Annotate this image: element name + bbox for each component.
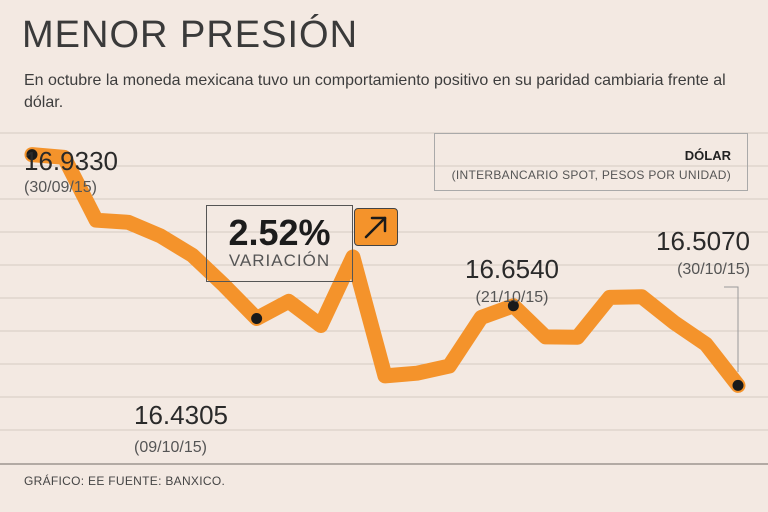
data-point: [608, 295, 612, 299]
variation-value: 2.52%: [228, 212, 331, 253]
arrow-up-right-icon: [354, 208, 398, 246]
data-point: [576, 335, 580, 339]
footer-credit: GRÁFICO: EE FUENTE: BANXICO.: [24, 474, 226, 488]
data-point: [126, 220, 130, 224]
annotation-date: (21/10/15): [476, 289, 549, 306]
annotation-value: 16.9330: [24, 146, 118, 176]
data-point: [383, 374, 387, 378]
data-point: [94, 218, 98, 222]
series-layer: [24, 147, 746, 393]
annotation-marker: [251, 312, 263, 324]
data-point: [287, 299, 291, 303]
annotation-marker: [26, 149, 38, 161]
annotation-layer: 16.9330 (30/09/15) 16.4305 (09/10/15) 16.654…: [24, 146, 750, 456]
annotation-value: 16.4305: [134, 400, 228, 430]
data-point: [319, 324, 323, 328]
series-line-dolar: [24, 147, 746, 393]
data-point: [672, 320, 676, 324]
chart-title: MENOR PRESIÓN: [22, 14, 359, 56]
data-point: [223, 284, 227, 288]
data-point: [190, 253, 194, 257]
chart-subtitle: En octubre la moneda mexicana tuvo un co…: [24, 72, 726, 111]
data-point: [158, 234, 162, 238]
data-point: [543, 335, 547, 339]
annotation-value: 16.6540: [465, 254, 559, 284]
data-point: [704, 342, 708, 346]
data-point: [640, 295, 644, 299]
annotation-connector: [724, 286, 739, 372]
data-point: [447, 364, 451, 368]
annotation-date: (30/10/15): [677, 261, 750, 278]
data-point: [479, 315, 483, 319]
marker-layer: [26, 149, 744, 391]
variation-box: 2.52% VARIACIÓN: [206, 205, 353, 282]
variation-label: VARIACIÓN: [228, 251, 331, 270]
legend-title: DÓLAR: [684, 148, 731, 163]
annotation-marker: [507, 300, 519, 312]
annotation-marker: [732, 379, 744, 391]
annotation-value: 16.5070: [656, 226, 750, 256]
legend-subtitle: (INTERBANCARIO SPOT, PESOS POR UNIDAD): [451, 168, 731, 182]
data-point: [415, 371, 419, 375]
annotation-date: (30/09/15): [24, 179, 97, 196]
annotation-date: (09/10/15): [134, 439, 207, 456]
legend-box: DÓLAR (INTERBANCARIO SPOT, PESOS POR UNI…: [434, 133, 748, 191]
